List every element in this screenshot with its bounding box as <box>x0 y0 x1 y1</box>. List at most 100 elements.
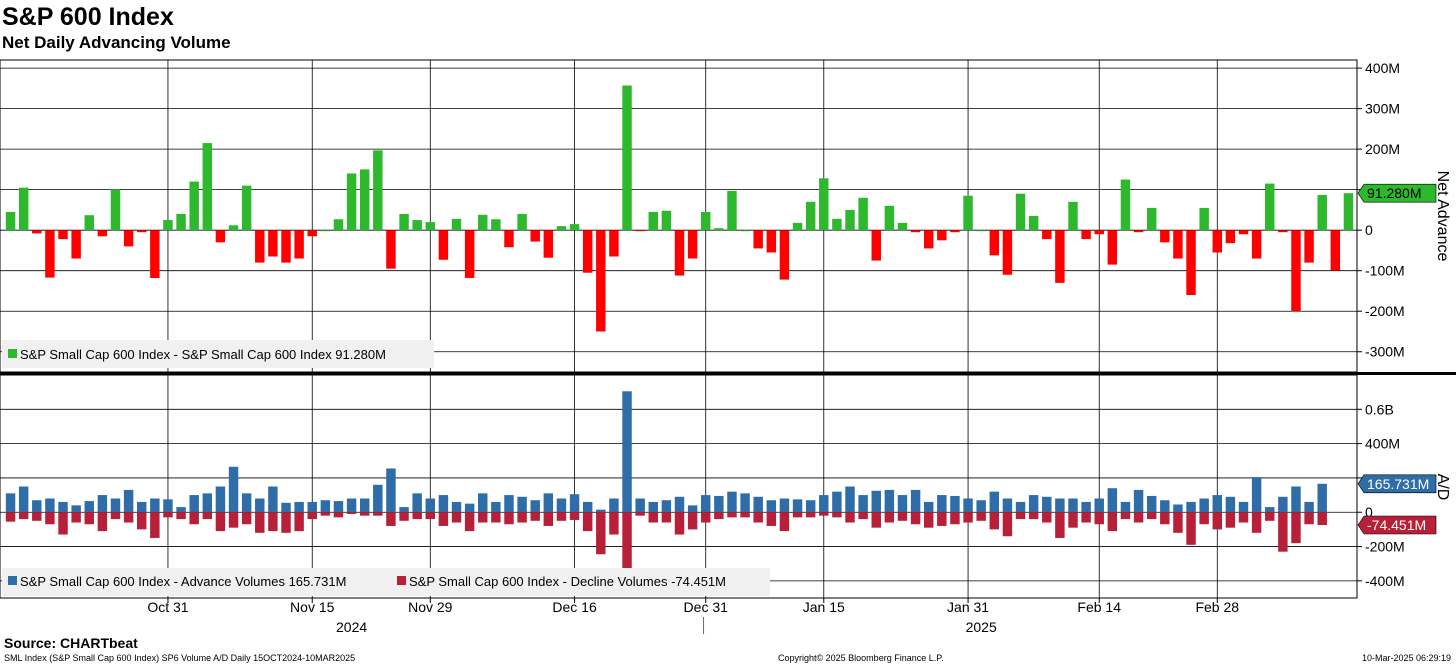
advance-volume-bar <box>97 495 108 513</box>
advance-volume-bar <box>294 501 304 513</box>
net-advance-bar <box>950 230 960 233</box>
advance-volume-bar <box>110 498 121 513</box>
net-advance-last-value-label: 91.280M <box>1367 185 1421 201</box>
net-advance-bar <box>596 230 606 332</box>
bottom-legend-swatch-advance <box>8 576 17 585</box>
net-advance-bar <box>1343 193 1354 231</box>
decline-volume-bar <box>1317 512 1327 526</box>
decline-volume-bar <box>399 512 409 521</box>
net-advance-bar <box>923 230 934 249</box>
advance-volume-bar <box>845 486 855 513</box>
decline-volume-bar <box>202 512 213 520</box>
decline-volume-bar <box>530 512 540 521</box>
decline-volume-bar <box>910 512 921 525</box>
net-advance-bar <box>963 195 973 231</box>
decline-volume-bar <box>701 512 711 523</box>
advance-volume-bar <box>714 495 724 513</box>
advance-last-value-label: 165.731M <box>1367 476 1429 492</box>
bottom-legend-label-advance: S&P Small Cap 600 Index - Advance Volume… <box>20 574 346 589</box>
net-advance-bar <box>163 220 173 231</box>
net-advance-bar <box>897 222 908 231</box>
advance-volume-bar <box>1002 498 1013 513</box>
decline-volume-bar <box>1015 512 1026 520</box>
top-y-tick-label: -200M <box>1365 303 1405 319</box>
bottom-panel-grid <box>0 374 1358 599</box>
advance-volume-bar <box>871 490 881 513</box>
decline-volume-bar <box>32 512 42 521</box>
net-advance-bar <box>451 218 462 231</box>
series-footnote: SML Index (S&P Small Cap 600 Index) SP6 … <box>4 653 356 663</box>
decline-volume-bar <box>858 512 868 520</box>
advance-volume-bar <box>766 500 777 513</box>
decline-volume-bar <box>176 512 186 520</box>
bottom-y-tick-label: 400M <box>1365 436 1400 452</box>
advance-volume-bar <box>228 466 239 513</box>
bottom-panel-bars <box>5 391 1327 569</box>
advance-volume-bar <box>805 500 816 513</box>
net-advance-last-value-box <box>1357 183 1437 203</box>
advance-volume-bar <box>189 495 199 513</box>
advance-volume-bar <box>963 498 973 513</box>
decline-volume-bar <box>792 512 803 518</box>
top-panel-y-ticks: 400M300M200M100M0-100M-200M-300M <box>1357 60 1405 360</box>
net-advance-bar <box>1238 230 1249 235</box>
bottom-y-tick-label: 0 <box>1365 504 1373 520</box>
decline-volume-bar <box>871 512 881 528</box>
advance-volume-bar <box>884 489 895 513</box>
advance-volume-bar <box>333 501 344 513</box>
net-advance-bar <box>543 230 554 258</box>
decline-volume-bar <box>137 512 147 530</box>
advance-volume-bar <box>1304 501 1314 513</box>
net-advance-bar <box>569 224 580 231</box>
x-tick-label: Dec 16 <box>552 599 597 615</box>
decline-volume-bar <box>779 512 790 532</box>
advance-volume-bar <box>727 491 737 513</box>
decline-volume-bar <box>5 512 16 522</box>
decline-volume-bar <box>84 512 94 525</box>
decline-volume-bar <box>976 512 986 521</box>
decline-volume-bar <box>412 512 422 520</box>
decline-volume-bar <box>504 512 514 525</box>
x-axis-ticks: Oct 31 Nov 15 Nov 29 Dec 16 Dec 31 Jan 15 Jan … <box>147 598 1239 635</box>
advance-volume-bar <box>123 489 134 513</box>
decline-volume-bar <box>635 512 645 516</box>
net-advance-bar <box>779 230 790 280</box>
net-advance-bar <box>425 222 436 231</box>
net-advance-bar <box>189 181 199 231</box>
advance-volume-bar <box>425 498 436 513</box>
net-advance-bar <box>701 211 711 231</box>
decline-volume-bar <box>582 512 593 532</box>
decline-volume-bar <box>464 512 475 532</box>
decline-volume-bar <box>1002 512 1013 537</box>
net-advance-bar <box>110 189 121 231</box>
advance-volume-bar <box>504 495 514 513</box>
decline-volume-bar <box>1265 512 1275 521</box>
decline-volume-bar <box>1199 512 1209 525</box>
timestamp: 10-Mar-2025 06:29:19 <box>1362 653 1452 663</box>
x-tick-label: Jan 15 <box>803 599 845 615</box>
advance-volume-bar <box>937 495 947 513</box>
advance-volume-bar <box>176 507 186 513</box>
decline-last-value-box <box>1357 515 1437 535</box>
advance-volume-bar <box>268 486 278 513</box>
decline-volume-bar <box>897 512 908 521</box>
decline-volume-bar <box>661 512 672 523</box>
decline-volume-bar <box>281 512 291 533</box>
advance-volume-bar <box>1146 495 1157 513</box>
net-advance-bar <box>1317 194 1327 231</box>
advance-volume-bar <box>438 495 449 513</box>
net-advance-bar <box>1094 230 1104 235</box>
decline-volume-bar <box>438 512 449 526</box>
decline-volume-bar <box>517 512 527 523</box>
net-advance-bar <box>1081 230 1091 240</box>
decline-volume-bar <box>373 512 383 516</box>
net-advance-bar <box>84 215 94 231</box>
decline-volume-bar <box>963 512 973 523</box>
net-advance-bar <box>71 230 81 259</box>
decline-volume-bar <box>1094 512 1104 525</box>
decline-volume-bar <box>18 512 29 520</box>
advance-volume-bar <box>661 500 672 513</box>
net-advance-bar <box>845 209 855 231</box>
top-y-tick-label: -300M <box>1365 344 1405 360</box>
decline-volume-bar <box>45 512 55 525</box>
